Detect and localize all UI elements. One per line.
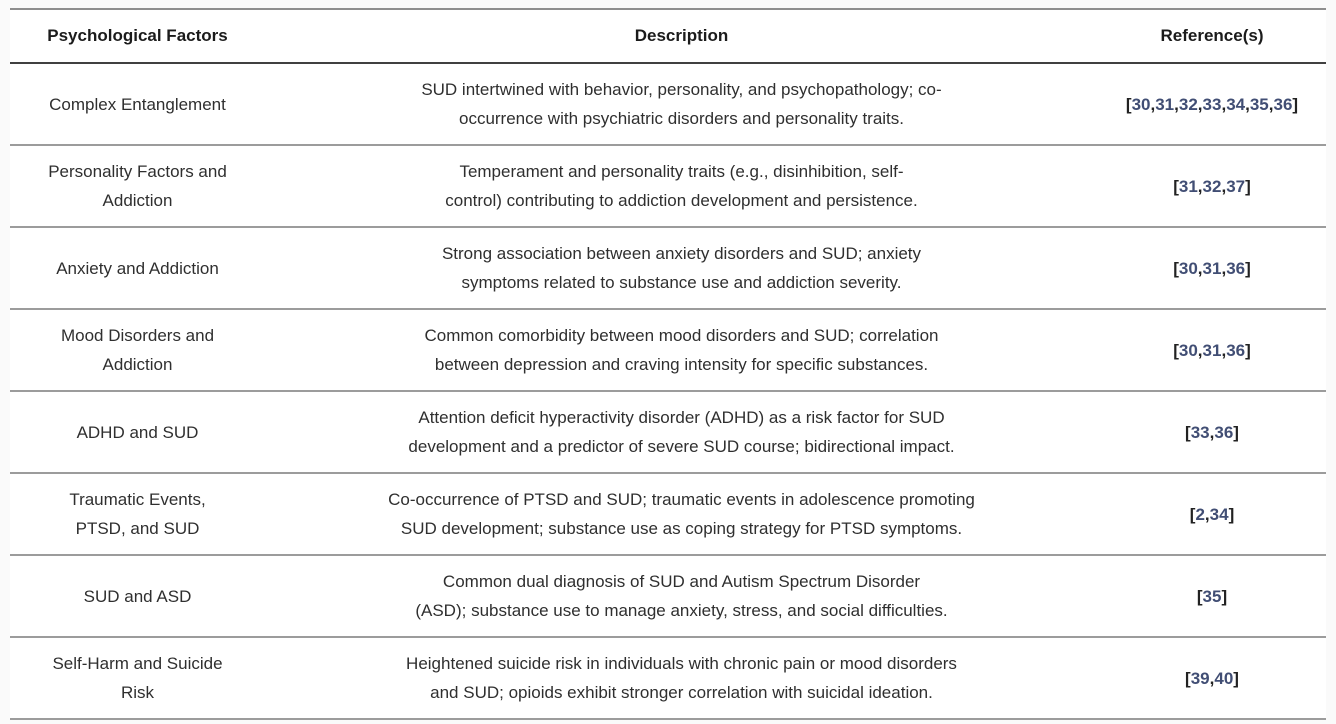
table-row: Self-Harm and Suicide Risk Heightened su…: [10, 637, 1326, 720]
reference-link[interactable]: 32: [1178, 94, 1198, 114]
reference-link[interactable]: 35: [1249, 94, 1269, 114]
factor-cell: Self-Harm and Suicide Risk: [10, 637, 265, 720]
table-row: Anxiety and Addiction Strong association…: [10, 227, 1326, 310]
reference-link[interactable]: 33: [1190, 422, 1210, 442]
description-text: Common dual diagnosis of SUD and Autism …: [415, 572, 948, 620]
references-cell: [30,31,32,33,34,35,36]: [1098, 63, 1326, 146]
description-cell: Heightened suicide risk in individuals w…: [265, 637, 1098, 720]
description-text: Strong association between anxiety disor…: [441, 244, 922, 292]
references-cell: [31,32,37]: [1098, 145, 1326, 228]
column-header-description: Description: [265, 9, 1098, 64]
column-header-psychological-factors: Psychological Factors: [10, 9, 265, 64]
table-row: SUD and ASD Common dual diagnosis of SUD…: [10, 555, 1326, 638]
psychological-factors-table: Psychological Factors Description Refere…: [10, 8, 1326, 720]
reference-link[interactable]: 36: [1226, 340, 1246, 360]
reference-link[interactable]: 36: [1273, 94, 1293, 114]
factor-cell: Complex Entanglement: [10, 63, 265, 146]
description-text: SUD intertwined with behavior, personali…: [421, 80, 942, 128]
references-cell: [30,31,36]: [1098, 227, 1326, 310]
reference-link[interactable]: 37: [1226, 176, 1246, 196]
description-cell: Strong association between anxiety disor…: [265, 227, 1098, 310]
reference-link[interactable]: 30: [1178, 340, 1198, 360]
description-text: Common comorbidity between mood disorder…: [424, 326, 939, 374]
table-body: Complex Entanglement SUD intertwined wit…: [10, 63, 1326, 720]
reference-link[interactable]: 39: [1190, 668, 1210, 688]
reference-link[interactable]: 31: [1178, 176, 1198, 196]
factor-cell: Anxiety and Addiction: [10, 227, 265, 310]
references-cell: [35]: [1098, 555, 1326, 638]
description-text: Heightened suicide risk in individuals w…: [406, 654, 957, 702]
description-text: Temperament and personality traits (e.g.…: [445, 162, 918, 210]
description-cell: Temperament and personality traits (e.g.…: [265, 145, 1098, 228]
factor-cell: ADHD and SUD: [10, 391, 265, 474]
references-cell: [39,40]: [1098, 637, 1326, 720]
description-text: Attention deficit hyperactivity disorder…: [408, 408, 955, 456]
reference-link[interactable]: 30: [1178, 258, 1198, 278]
factor-cell: Traumatic Events, PTSD, and SUD: [10, 473, 265, 556]
reference-link[interactable]: 30: [1131, 94, 1151, 114]
references-cell: [2,34]: [1098, 473, 1326, 556]
reference-link[interactable]: 35: [1202, 586, 1222, 606]
reference-link[interactable]: 31: [1202, 258, 1222, 278]
reference-link[interactable]: 32: [1202, 176, 1222, 196]
table-row: ADHD and SUD Attention deficit hyperacti…: [10, 391, 1326, 474]
description-cell: Co-occurrence of PTSD and SUD; traumatic…: [265, 473, 1098, 556]
reference-link[interactable]: 2: [1195, 504, 1205, 524]
description-cell: Common dual diagnosis of SUD and Autism …: [265, 555, 1098, 638]
factor-cell: Personality Factors and Addiction: [10, 145, 265, 228]
factor-cell: Mood Disorders and Addiction: [10, 309, 265, 392]
column-header-references: Reference(s): [1098, 9, 1326, 64]
reference-link[interactable]: 31: [1202, 340, 1222, 360]
reference-link[interactable]: 31: [1155, 94, 1175, 114]
table-row: Mood Disorders and Addiction Common como…: [10, 309, 1326, 392]
references-cell: [33,36]: [1098, 391, 1326, 474]
reference-link[interactable]: 40: [1214, 668, 1234, 688]
reference-link[interactable]: 36: [1214, 422, 1234, 442]
header-row: Psychological Factors Description Refere…: [10, 9, 1326, 64]
reference-link[interactable]: 36: [1226, 258, 1246, 278]
table-row: Personality Factors and Addiction Temper…: [10, 145, 1326, 228]
reference-link[interactable]: 34: [1209, 504, 1229, 524]
references-cell: [30,31,36]: [1098, 309, 1326, 392]
description-cell: Attention deficit hyperactivity disorder…: [265, 391, 1098, 474]
table-row: Traumatic Events, PTSD, and SUD Co-occur…: [10, 473, 1326, 556]
table-row: Complex Entanglement SUD intertwined wit…: [10, 63, 1326, 146]
reference-link[interactable]: 34: [1226, 94, 1246, 114]
description-cell: SUD intertwined with behavior, personali…: [265, 63, 1098, 146]
description-text: Co-occurrence of PTSD and SUD; traumatic…: [388, 490, 975, 538]
table-header: Psychological Factors Description Refere…: [10, 9, 1326, 64]
description-cell: Common comorbidity between mood disorder…: [265, 309, 1098, 392]
reference-link[interactable]: 33: [1202, 94, 1222, 114]
factor-cell: SUD and ASD: [10, 555, 265, 638]
